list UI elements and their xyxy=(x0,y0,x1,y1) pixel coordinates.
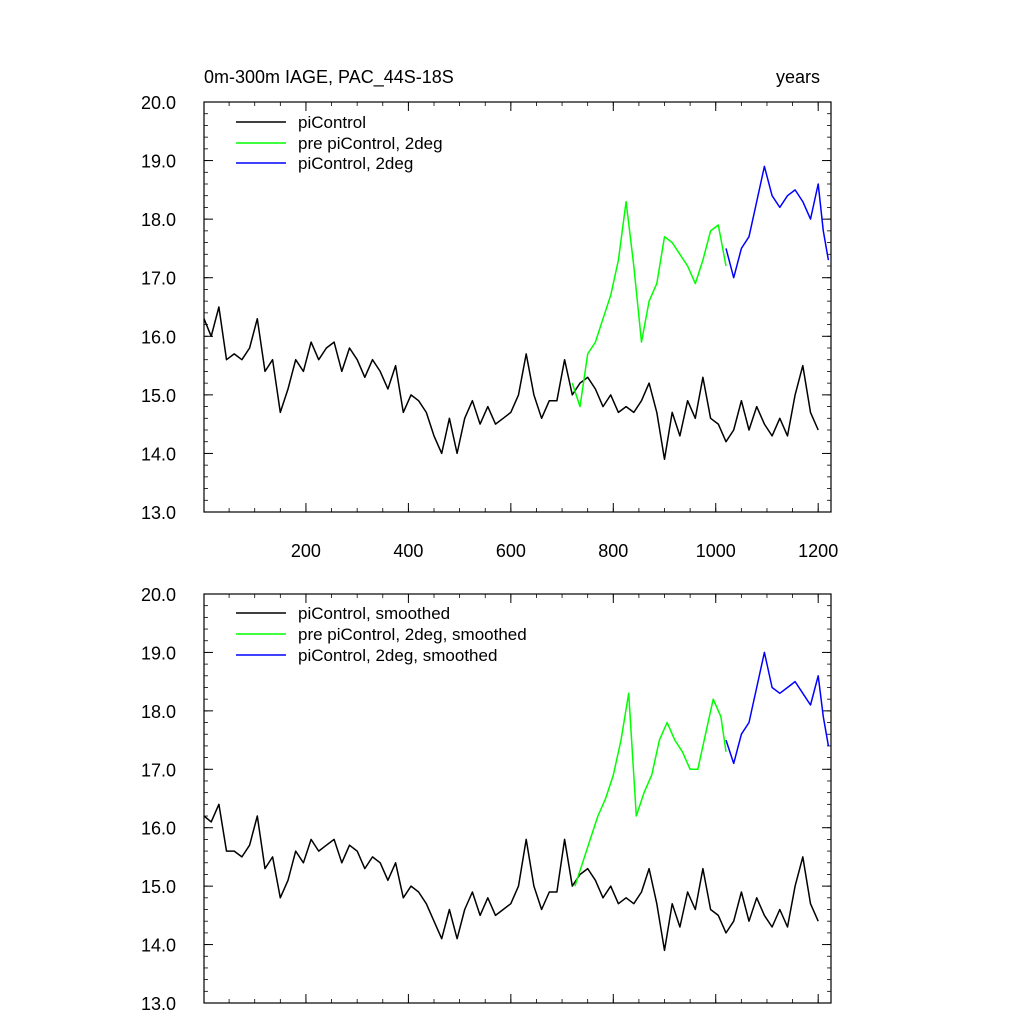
series-line-1-2 xyxy=(725,651,830,765)
x-tick-label: 800 xyxy=(598,541,628,561)
legend-label-1-1: pre piControl, 2deg, smoothed xyxy=(298,625,527,644)
top-title-right: years xyxy=(776,67,820,87)
plot-frame-0 xyxy=(203,101,832,513)
y-tick-label: 16.0 xyxy=(141,327,176,347)
plot-frame-1 xyxy=(203,593,832,1004)
legend-label-1-2: piControl, 2deg, smoothed xyxy=(298,646,497,665)
y-tick-label: 20.0 xyxy=(141,93,176,113)
y-tick-label: 18.0 xyxy=(141,210,176,230)
legend-label-0-2: piControl, 2deg xyxy=(298,154,413,173)
series-line-0-1 xyxy=(571,200,727,408)
bottom-legend: piControl, smoothed pre piControl, 2deg,… xyxy=(236,604,527,665)
y-tick-label: 15.0 xyxy=(141,877,176,897)
series-line-1-1 xyxy=(574,692,727,887)
x-tick-label: 200 xyxy=(291,541,321,561)
x-tick-label: 600 xyxy=(496,541,526,561)
y-tick-label: 14.0 xyxy=(141,444,176,464)
y-tick-label: 14.0 xyxy=(141,936,176,956)
y-tick-label: 19.0 xyxy=(141,152,176,172)
top-panel: 0m-300m IAGE, PAC_44S-18S years 13.0 14.0… xyxy=(141,67,838,561)
y-tick-label: 20.0 xyxy=(141,585,176,605)
top-legend: piControl pre piControl, 2deg piControl,… xyxy=(236,113,443,173)
x-tick-label: 400 xyxy=(393,541,423,561)
y-tick-label: 13.0 xyxy=(141,994,176,1014)
legend-label-0-0: piControl xyxy=(298,113,366,132)
legend-label-1-0: piControl, smoothed xyxy=(298,604,450,623)
series-line-0-0 xyxy=(203,306,819,461)
top-title-left: 0m-300m IAGE, PAC_44S-18S xyxy=(204,67,454,88)
series-line-0-2 xyxy=(725,165,830,279)
x-tick-label: 1000 xyxy=(696,541,736,561)
x-tick-label: 1200 xyxy=(798,541,838,561)
top-plot-area: 13.0 14.0 15.0 16.0 17.0 18.0 19.0 20.0 200 400 60… xyxy=(141,93,838,561)
y-tick-label: 16.0 xyxy=(141,819,176,839)
series-line-1-0 xyxy=(203,803,819,952)
y-tick-label: 17.0 xyxy=(141,760,176,780)
y-tick-label: 19.0 xyxy=(141,643,176,663)
y-tick-label: 15.0 xyxy=(141,386,176,406)
y-tick-label: 17.0 xyxy=(141,269,176,289)
bottom-plot-area: 13.0 14.0 15.0 16.0 17.0 18.0 19.0 20.0 xyxy=(141,585,832,1014)
y-tick-label: 18.0 xyxy=(141,702,176,722)
bottom-panel: 13.0 14.0 15.0 16.0 17.0 18.0 19.0 20.0 piContr… xyxy=(141,585,832,1014)
y-tick-label: 13.0 xyxy=(141,503,176,523)
legend-label-0-1: pre piControl, 2deg xyxy=(298,134,443,153)
